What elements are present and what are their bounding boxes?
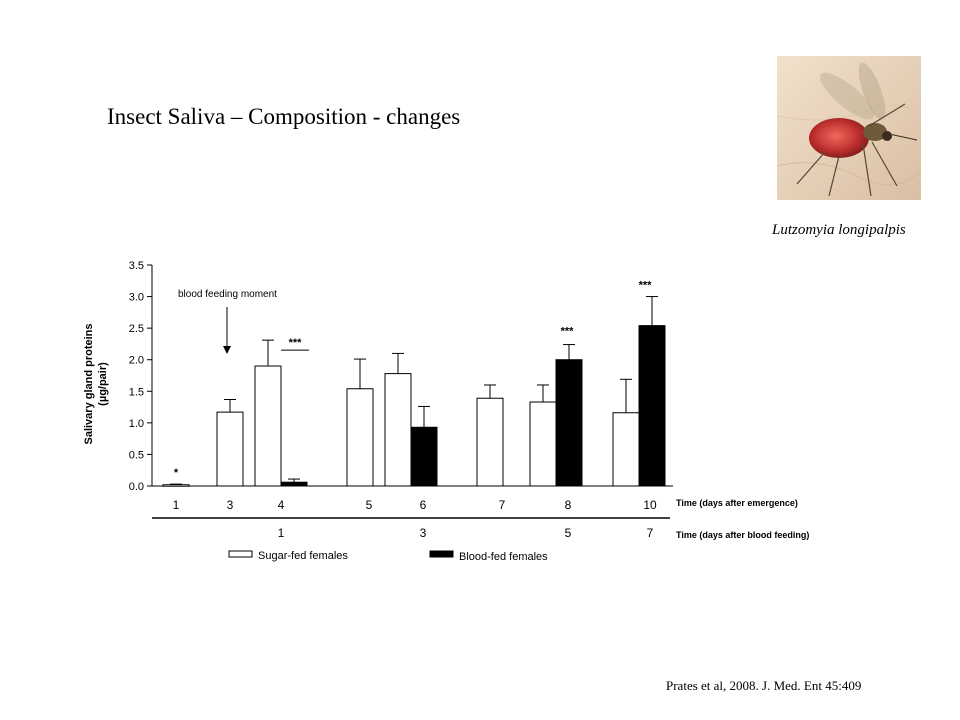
x-tick-label: 3 xyxy=(227,498,234,512)
x-tick-label: 5 xyxy=(366,498,373,512)
x-axis-label-feeding: Time (days after blood feeding) xyxy=(676,530,809,540)
legend-label-blood: Blood-fed females xyxy=(459,551,548,563)
salivary-protein-bar-chart: Salivary gland proteins (µg/pair) 0.0 0.5… xyxy=(83,260,809,563)
bar-blood-fed xyxy=(410,426,438,487)
x-axis-label-emergence: Time (days after emergence) xyxy=(676,498,798,508)
x-tick-label: 6 xyxy=(420,498,427,512)
bar-sugar-fed xyxy=(216,411,244,487)
x-tick-label: 1 xyxy=(173,498,180,512)
x-tick-label-feeding: 1 xyxy=(278,526,285,540)
bar-sugar-fed xyxy=(384,373,412,487)
y-tick-label: 1.5 xyxy=(129,386,144,398)
citation: Prates et al, 2008. J. Med. Ent 45:409 xyxy=(666,678,862,693)
legend-swatch-sugar xyxy=(228,550,253,558)
bar-sugar-fed xyxy=(529,401,557,487)
x-tick-label: 4 xyxy=(278,498,285,512)
x-tick-label: 8 xyxy=(565,498,572,512)
photo-caption: Lutzomyia longipalpis xyxy=(772,222,906,238)
y-tick-label: 2.0 xyxy=(129,355,144,367)
bar-sugar-fed xyxy=(612,412,640,487)
significance-marker: *** xyxy=(289,337,303,349)
bar-sugar-fed xyxy=(162,484,190,487)
y-tick-label: 0.5 xyxy=(129,449,144,461)
slide-title: Insect Saliva – Composition - changes xyxy=(107,104,461,129)
annotation-text: blood feeding moment xyxy=(178,289,277,300)
y-tick-label: 2.5 xyxy=(129,323,144,335)
y-tick-label: 3.5 xyxy=(129,260,144,272)
sand-fly-photo xyxy=(777,56,921,200)
y-tick-label: 3.0 xyxy=(129,292,144,304)
bar-sugar-fed xyxy=(346,388,374,487)
y-tick-label: 0.0 xyxy=(129,481,144,493)
y-axis-label: Salivary gland proteins xyxy=(83,323,95,444)
sand-fly-image xyxy=(777,56,921,200)
x-tick-label-feeding: 3 xyxy=(420,526,427,540)
x-tick-label: 7 xyxy=(499,498,506,512)
significance-marker: *** xyxy=(561,326,575,338)
annotation-arrowhead xyxy=(223,346,231,354)
y-axis-unit: (µg/pair) xyxy=(97,362,109,406)
legend-swatch-blood xyxy=(429,550,454,558)
significance-marker: * xyxy=(174,467,179,479)
bar-blood-fed xyxy=(638,325,666,487)
bar-sugar-fed xyxy=(476,397,504,487)
x-tick-label-feeding: 5 xyxy=(565,526,572,540)
bar-blood-fed xyxy=(555,359,583,487)
bar-blood-fed xyxy=(280,481,308,487)
x-tick-label-feeding: 7 xyxy=(647,526,654,540)
y-tick-label: 1.0 xyxy=(129,418,144,430)
x-tick-label: 10 xyxy=(643,498,657,512)
legend-label-sugar: Sugar-fed females xyxy=(258,550,348,562)
significance-marker: *** xyxy=(639,280,653,292)
bar-sugar-fed xyxy=(254,365,282,487)
